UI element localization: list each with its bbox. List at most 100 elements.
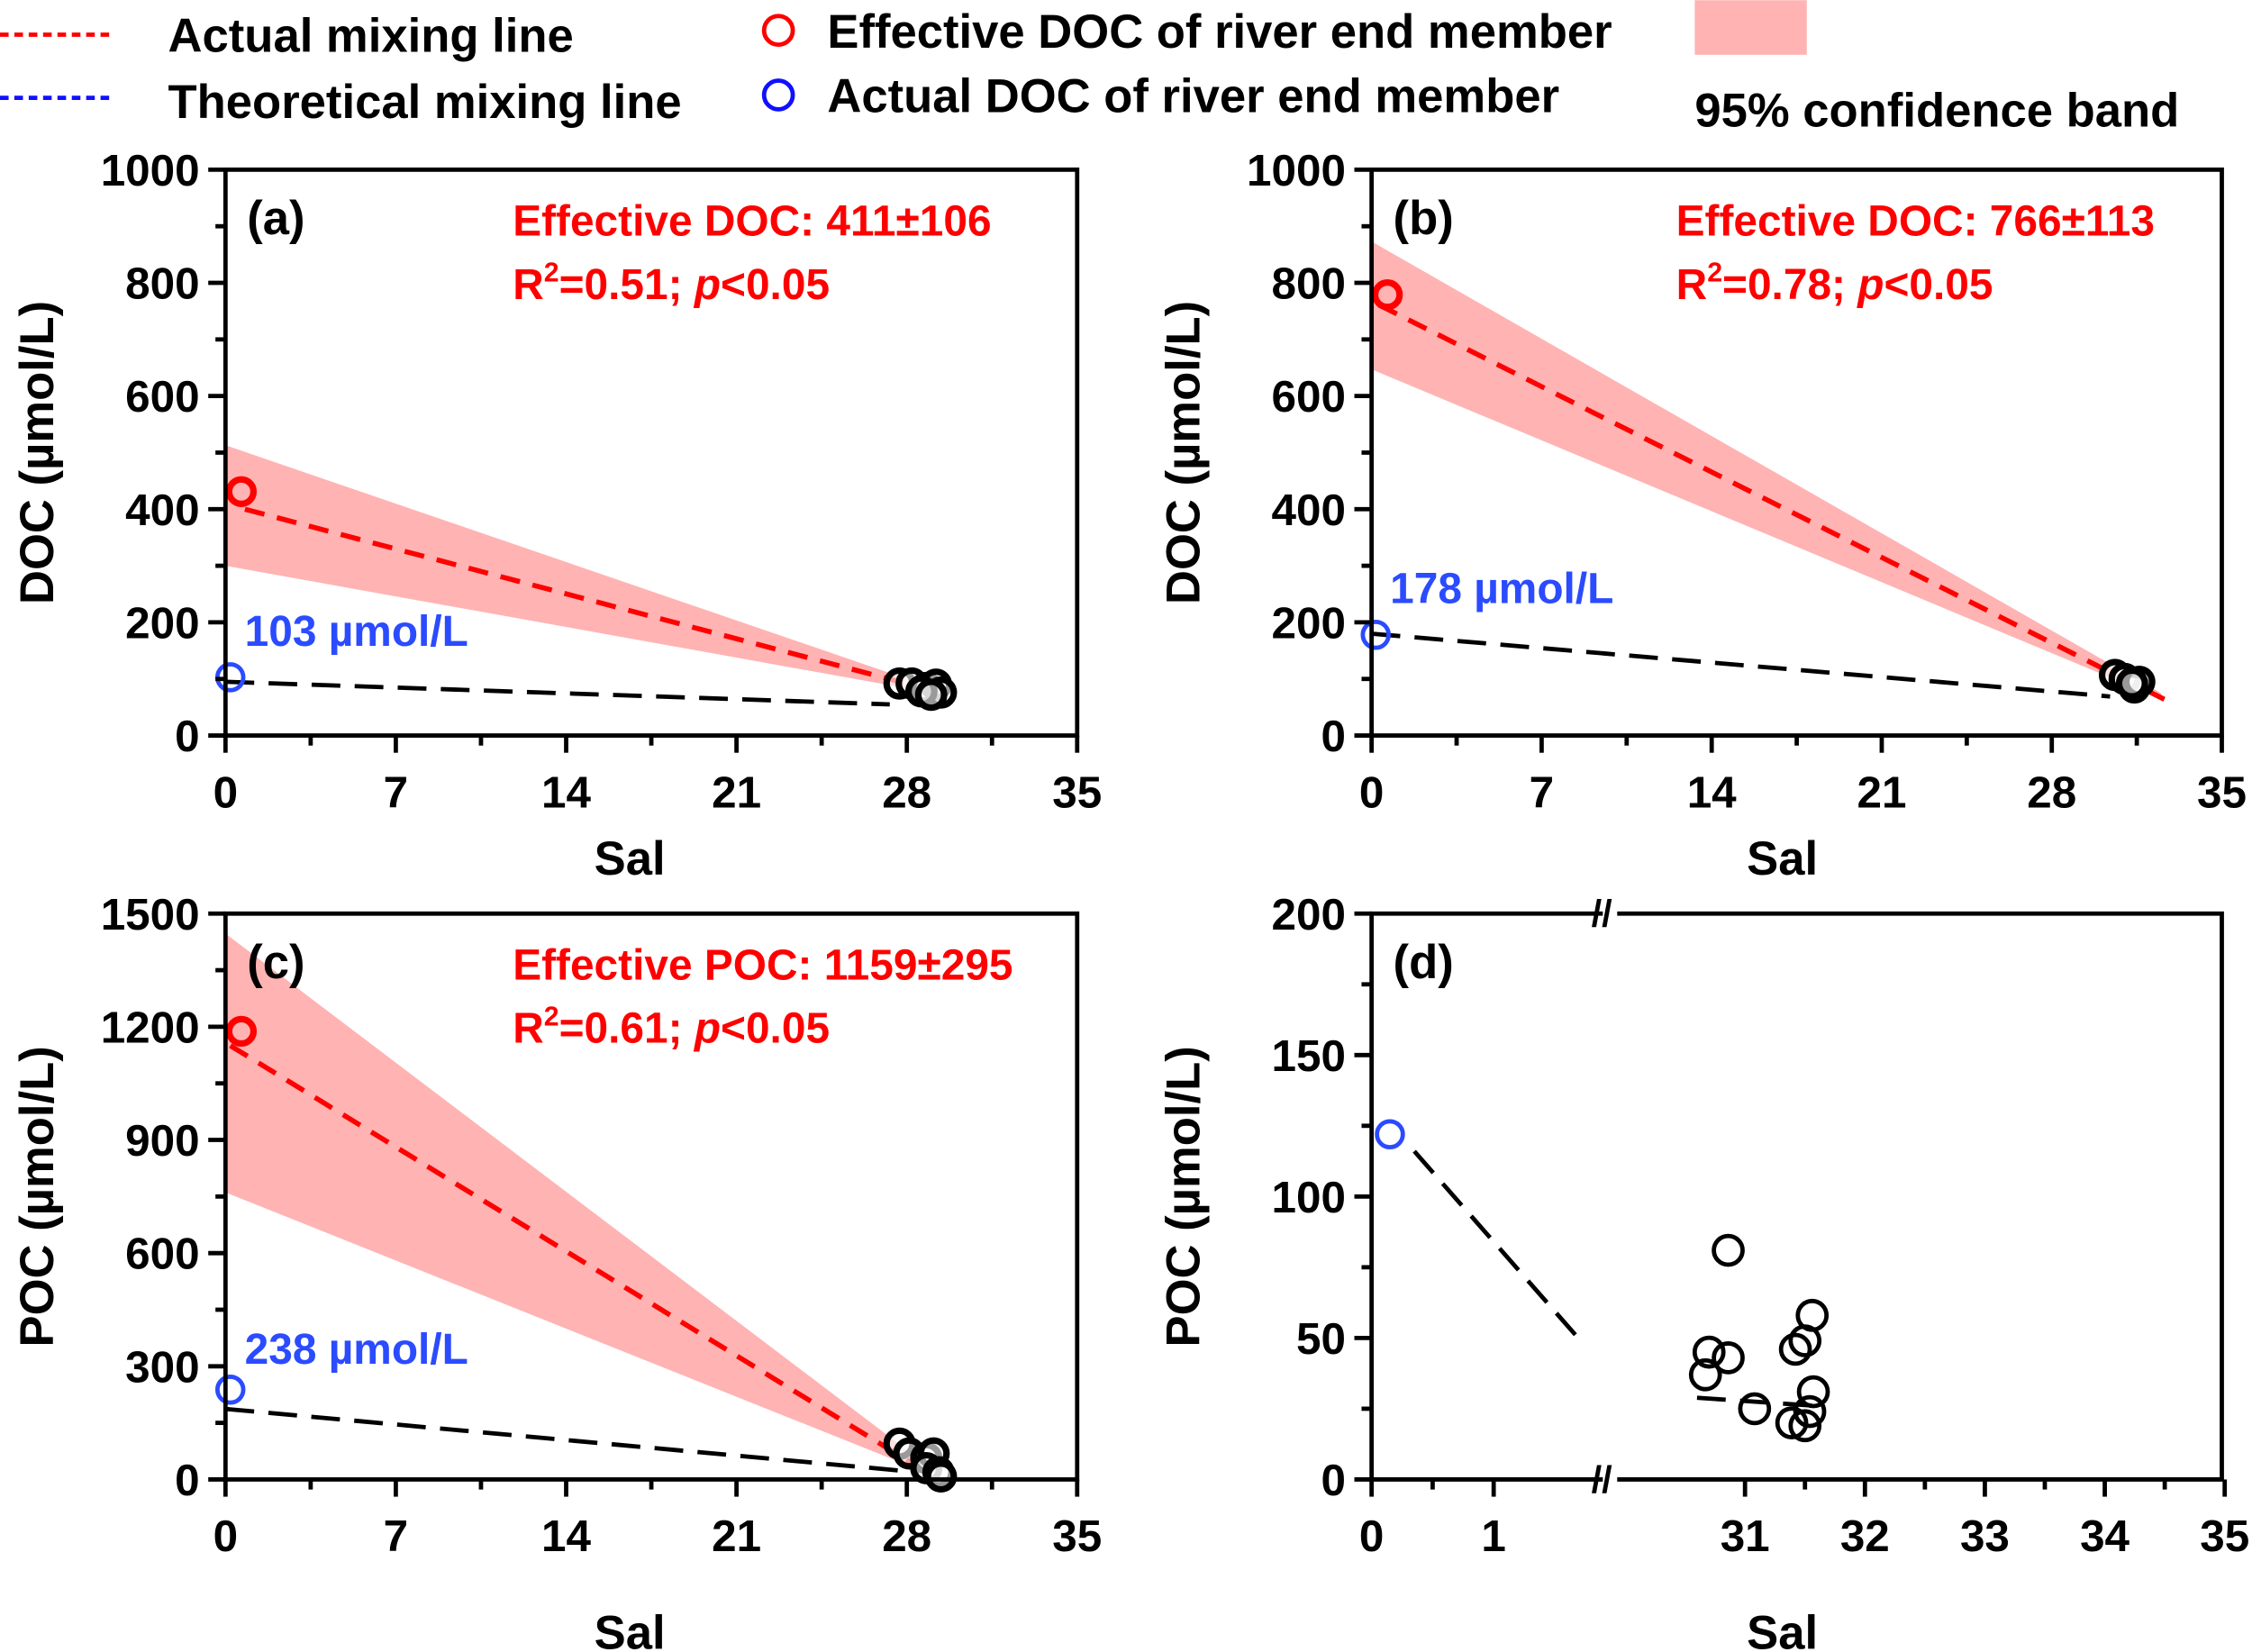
y-axis-title: DOC (µmol/L) [1157, 301, 1210, 604]
legend-actual-point: Actual DOC of river end member [827, 70, 1559, 123]
superscript-2: 2 [544, 1003, 559, 1032]
sample-point [1796, 1375, 1830, 1409]
actual-mixing-line [229, 1043, 935, 1479]
y-tick-label: 150 [1272, 1031, 1346, 1081]
x-tick-label: 28 [882, 767, 931, 817]
river-doc-label: 103 µmol/L [245, 608, 468, 656]
legend-actual-line: Actual mixing line [168, 10, 574, 63]
x-tick-label: 21 [712, 1511, 761, 1561]
legend-band-swatch [1694, 0, 1807, 55]
plot-frame [1369, 167, 2224, 738]
y-tick-label: 50 [1296, 1314, 1346, 1364]
y-axis-title: DOC (µmol/L) [11, 301, 64, 604]
y-tick-label: 200 [1272, 890, 1346, 939]
y-tick-label: 600 [125, 1230, 199, 1279]
panel-label: (b) [1394, 192, 1454, 245]
panel-label: (a) [247, 192, 304, 245]
superscript-2: 2 [544, 259, 559, 288]
sample-point [1712, 1341, 1745, 1375]
x-tick-label: 0 [213, 767, 238, 817]
legend: Actual mixing line Theoretical mixing li… [0, 0, 2179, 138]
p-value: <0.05 [1884, 261, 1993, 309]
x-tick-label: 0 [213, 1511, 238, 1561]
x-tick-label: 14 [1687, 767, 1737, 817]
y-tick-label: 0 [1321, 1456, 1345, 1505]
theoretical-mixing-line [1371, 631, 2111, 699]
sample-point [1778, 1332, 1812, 1366]
r-squared-annotation: R2=0.51; p<0.05 [513, 259, 830, 309]
y-tick-label: 900 [125, 1116, 199, 1166]
x-tick-label: 0 [1359, 1511, 1384, 1561]
effective-doc-point [1372, 279, 1403, 311]
p-label: p [693, 1005, 721, 1053]
confidence-band [225, 933, 944, 1480]
x-tick-label: 14 [541, 767, 591, 817]
superscript-2: 2 [1707, 259, 1722, 288]
y-tick-label: 200 [125, 598, 199, 648]
p-value: <0.05 [721, 1005, 830, 1053]
x-axis-title: Sal [1747, 1607, 1818, 1652]
r-label: R [513, 261, 544, 309]
axis-break-mark-bottom: // [1592, 1458, 1613, 1501]
x-tick-label: 28 [2027, 767, 2076, 817]
effective-doc-point [225, 1015, 258, 1048]
x-tick-label: 7 [1530, 767, 1554, 817]
r-label: R [1676, 261, 1708, 309]
y-tick-label: 800 [125, 259, 199, 309]
effective-value-annotation: Effective POC: 1159±295 [513, 942, 1012, 990]
y-tick-label: 0 [1321, 712, 1345, 761]
x-axis-title: Sal [595, 1607, 666, 1652]
x-tick-label: 7 [384, 1511, 408, 1561]
p-label: p [693, 261, 721, 309]
x-tick-label: 35 [2200, 1511, 2249, 1561]
actual-mixing-line [244, 506, 920, 690]
sample-point [1688, 1357, 1722, 1392]
legend-theoretical-line: Theoretical mixing line [168, 76, 682, 129]
panel-a: 0 7 14 21 28 35 0 200 400 600 800 1000 Sal DOC (µmol/… [11, 146, 1102, 885]
x-tick-label: 31 [1721, 1511, 1770, 1561]
y-tick-label: 100 [1272, 1173, 1346, 1222]
actual-river-point [1360, 619, 1391, 650]
y-tick-label: 800 [1272, 259, 1346, 309]
sample-point [924, 1460, 958, 1493]
actual-river-point [1375, 1119, 1405, 1149]
actual-mixing-line [1377, 303, 2175, 706]
effective-value-annotation: Effective DOC: 766±113 [1676, 198, 2155, 246]
panel-label: (d) [1394, 936, 1454, 989]
y-tick-label: 600 [1272, 372, 1346, 422]
x-axis-title: Sal [595, 832, 666, 885]
river-doc-label: 238 µmol/L [245, 1326, 468, 1374]
sample-point [1788, 1409, 1822, 1443]
x-tick-label: 21 [712, 767, 761, 817]
legend-band: 95% confidence band [1694, 85, 2179, 138]
theoretical-mixing-line [1412, 1149, 1582, 1342]
y-tick-label: 0 [175, 712, 199, 761]
theoretical-mixing-line [225, 679, 890, 707]
actual-river-point [214, 1375, 246, 1405]
y-tick-label: 1000 [101, 146, 200, 195]
confidence-band [225, 445, 944, 695]
x-tick-label: 35 [2197, 767, 2247, 817]
sample-point [1793, 1394, 1827, 1429]
panel-label: (c) [247, 936, 304, 989]
y-tick-label: 300 [125, 1342, 199, 1392]
sample-point [2115, 667, 2148, 700]
y-tick-label: 1000 [1247, 146, 1346, 195]
axis-break-mark-top: // [1592, 893, 1613, 935]
x-tick-label: 14 [541, 1511, 591, 1561]
x-tick-label: 35 [1052, 1511, 1102, 1561]
x-tick-label: 21 [1857, 767, 1906, 817]
sample-point [1738, 1392, 1772, 1426]
x-tick-label: 32 [1840, 1511, 1890, 1561]
x-tick-label: 34 [2080, 1511, 2129, 1561]
x-tick-label: 0 [1359, 767, 1384, 817]
confidence-band [1371, 241, 2162, 699]
legend-effective-point: Effective DOC of river end member [827, 5, 1612, 59]
x-tick-label: 35 [1052, 767, 1102, 817]
y-tick-label: 400 [1272, 486, 1346, 535]
legend-effective-point-marker [761, 14, 795, 48]
r-label: R [513, 1005, 544, 1053]
sample-point [1775, 1406, 1809, 1439]
y-tick-label: 1200 [101, 1003, 200, 1052]
